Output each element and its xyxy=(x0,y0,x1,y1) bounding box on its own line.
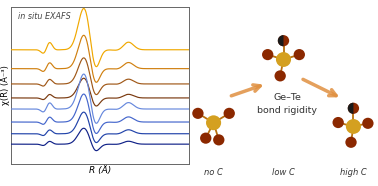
Circle shape xyxy=(276,52,291,67)
Text: high C: high C xyxy=(340,168,367,177)
Text: in situ EXAFS: in situ EXAFS xyxy=(19,12,71,21)
Text: low C: low C xyxy=(272,168,295,177)
Circle shape xyxy=(200,133,211,144)
Circle shape xyxy=(274,70,286,81)
Wedge shape xyxy=(278,35,284,46)
Circle shape xyxy=(206,115,221,130)
Circle shape xyxy=(333,117,344,128)
Circle shape xyxy=(278,35,289,46)
Circle shape xyxy=(192,108,204,119)
Circle shape xyxy=(348,103,359,114)
Circle shape xyxy=(213,134,225,145)
FancyArrowPatch shape xyxy=(303,79,336,96)
Text: no C: no C xyxy=(204,168,223,177)
Y-axis label: χ(R) (Å⁻³): χ(R) (Å⁻³) xyxy=(0,66,10,105)
X-axis label: R (Å): R (Å) xyxy=(89,165,111,175)
Text: Ge–Te
bond rigidity: Ge–Te bond rigidity xyxy=(257,93,317,115)
Circle shape xyxy=(262,49,273,60)
Circle shape xyxy=(223,108,235,119)
FancyArrowPatch shape xyxy=(231,85,260,96)
Wedge shape xyxy=(348,103,353,114)
Circle shape xyxy=(346,119,361,134)
Circle shape xyxy=(362,118,373,129)
Circle shape xyxy=(345,137,357,148)
Circle shape xyxy=(294,49,305,60)
